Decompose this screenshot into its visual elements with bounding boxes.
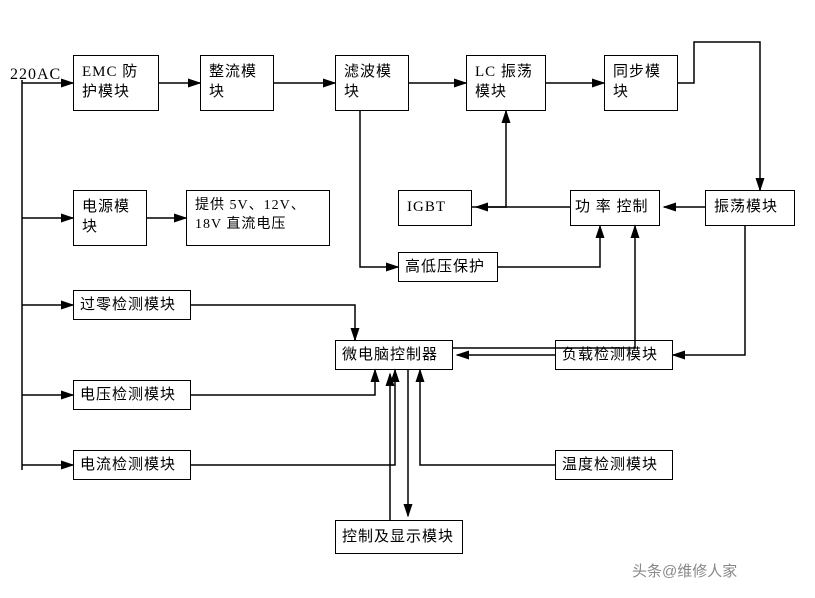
node-dc: 提供 5V、12V、18V 直流电压 — [186, 190, 330, 246]
node-emc: EMC 防护模块 — [73, 55, 159, 111]
node-sync: 同步模块 — [604, 55, 678, 111]
node-osc: 振荡模块 — [705, 190, 795, 226]
node-filter: 滤波模块 — [335, 55, 409, 111]
node-pwr: 功 率 控制 — [570, 190, 660, 226]
node-hvlv: 高低压保护 — [398, 252, 498, 282]
node-lc: LC 振荡模块 — [466, 55, 546, 111]
node-igbt: IGBT — [398, 190, 472, 226]
watermark-text: 头条@维修人家 — [632, 560, 737, 581]
node-load: 负载检测模块 — [555, 340, 673, 370]
input-label: 220AC — [10, 66, 61, 84]
node-psu: 电源模块 — [73, 190, 147, 246]
node-rect: 整流模块 — [200, 55, 274, 111]
node-disp: 控制及显示模块 — [335, 520, 463, 554]
node-temp: 温度检测模块 — [555, 450, 673, 480]
node-curr: 电流检测模块 — [73, 450, 191, 480]
node-volt: 电压检测模块 — [73, 380, 191, 410]
node-mcu: 微电脑控制器 — [335, 340, 453, 370]
node-zero: 过零检测模块 — [73, 290, 191, 320]
